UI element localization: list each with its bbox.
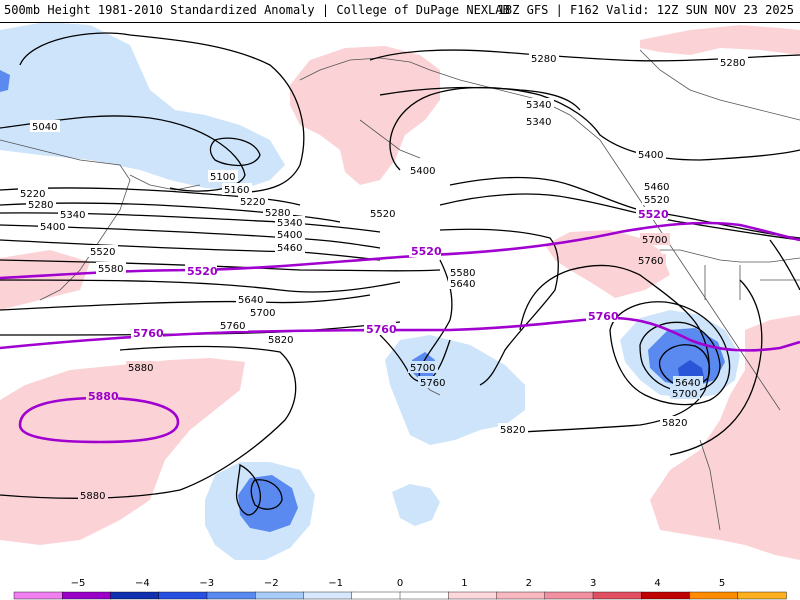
contour-label: 5700 [672, 389, 697, 400]
contour-label: 5220 [240, 197, 265, 208]
contour-label: 5340 [526, 100, 551, 111]
contour-label: 5880 [128, 363, 153, 374]
colorbar-tick-label: −1 [328, 578, 343, 589]
contour-labels: 5280 5340 5340 5280 5040 5100 5160 5220 … [18, 52, 748, 502]
highlight-label: 5760 [133, 327, 164, 340]
contour-label: 5400 [40, 222, 65, 233]
contour-label: 5580 [98, 264, 123, 275]
header-bar: 500mb Height 1981-2010 Standardized Anom… [0, 0, 800, 23]
contour-label: 5760 [638, 256, 663, 267]
colorbar-tick-label: −4 [135, 578, 150, 589]
pos-anom-ne-corner [640, 25, 800, 55]
neg-anom-south-pacific-mid [238, 475, 298, 532]
contour-label: 5520 [90, 247, 115, 258]
contour-label: 5160 [224, 185, 249, 196]
map-title: 500mb Height 1981-2010 Standardized Anom… [4, 3, 510, 17]
colorbar-tick-label: 1 [461, 578, 467, 589]
contour-label: 5400 [277, 230, 302, 241]
colorbar: −5 −4 −3 −2 −1 0 1 2 3 4 5 [0, 574, 800, 600]
contour-label: 5280 [265, 208, 290, 219]
contour-label: 5340 [277, 218, 302, 229]
colorbar-swatch [62, 591, 112, 600]
highlight-label: 5880 [88, 390, 119, 403]
contour-label: 5340 [60, 210, 85, 221]
contour-label: 5640 [238, 295, 263, 306]
contour-label: 5820 [500, 425, 525, 436]
colorbar-tick-label: 5 [719, 578, 725, 589]
colorbar-swatch [592, 591, 642, 600]
neg-anom-small-patch [392, 484, 440, 526]
colorbar-swatches [13, 591, 787, 600]
contour-label: 5580 [450, 268, 475, 279]
contour-label: 5760 [220, 321, 245, 332]
colorbar-swatch [303, 591, 353, 600]
valid-time: 18Z GFS | F162 Valid: 12Z SUN NOV 23 202… [497, 3, 794, 17]
colorbar-swatch [13, 591, 63, 600]
contour-label: 5520 [644, 195, 669, 206]
contour-5760-line [0, 316, 800, 352]
contour-label: 5460 [277, 243, 302, 254]
colorbar-swatch [110, 591, 160, 600]
colorbar-tick-label: −3 [199, 578, 214, 589]
colorbar-tick-label: 0 [397, 578, 403, 589]
contour-label: 5280 [28, 200, 53, 211]
colorbar-swatch [399, 591, 449, 600]
colorbar-tick-label: −2 [264, 578, 279, 589]
pos-anom-mexico [650, 315, 800, 560]
highlight-contours [0, 221, 800, 444]
neg-anom-nw-pacific [0, 23, 285, 190]
anomaly-shading [0, 23, 800, 560]
colorbar-swatch [496, 591, 546, 600]
contour-label: 5340 [526, 117, 551, 128]
contour-label: 5700 [642, 235, 667, 246]
contour-label: 5100 [210, 172, 235, 183]
contour-label: 5460 [644, 182, 669, 193]
colorbar-tick-label: −5 [71, 578, 86, 589]
colorbar-swatch [448, 591, 498, 600]
colorbar-swatch [206, 591, 256, 600]
highlight-label: 5520 [638, 208, 669, 221]
highlight-label: 5760 [588, 310, 619, 323]
highlight-label: 5760 [366, 323, 397, 336]
contour-label: 5220 [20, 189, 45, 200]
colorbar-swatch [544, 591, 594, 600]
contour-label: 5520 [370, 209, 395, 220]
colorbar-tick-label: 4 [654, 578, 660, 589]
contour-5520-line [0, 221, 800, 280]
map-canvas: 5280 5340 5340 5280 5040 5100 5160 5220 … [0, 23, 800, 560]
contour-label: 5400 [410, 166, 435, 177]
colorbar-swatch [689, 591, 739, 600]
contour-label: 5040 [32, 122, 57, 133]
colorbar-tick-label: 2 [526, 578, 532, 589]
colorbar-swatch [641, 591, 691, 600]
colorbar-swatch [255, 591, 305, 600]
contour-label: 5280 [531, 54, 556, 65]
colorbar-swatch [158, 591, 208, 600]
contour-label: 5760 [420, 378, 445, 389]
colorbar-swatch [351, 591, 401, 600]
colorbar-tick-label: 3 [590, 578, 596, 589]
contour-label: 5880 [80, 491, 105, 502]
contour-label: 5820 [662, 418, 687, 429]
height-contours [0, 32, 800, 516]
contour-label: 5700 [410, 363, 435, 374]
highlight-label: 5520 [187, 265, 218, 278]
neg-anom-nw-edge [0, 70, 10, 92]
contour-label: 5640 [450, 279, 475, 290]
pos-anom-alaska [290, 46, 440, 185]
contour-label: 5700 [250, 308, 275, 319]
colorbar-ticks: −5 −4 −3 −2 −1 0 1 2 3 4 5 [71, 578, 726, 589]
pos-anom-baja-west [545, 230, 670, 298]
contour-5880-line [18, 396, 180, 444]
contour-label: 5280 [720, 58, 745, 69]
contour-label: 5640 [675, 378, 700, 389]
contour-label: 5400 [638, 150, 663, 161]
highlight-labels: 5520 5520 5520 5760 5760 5760 5880 [86, 207, 669, 403]
highlight-label: 5520 [411, 245, 442, 258]
contour-label: 5820 [268, 335, 293, 346]
colorbar-swatch [737, 591, 787, 600]
